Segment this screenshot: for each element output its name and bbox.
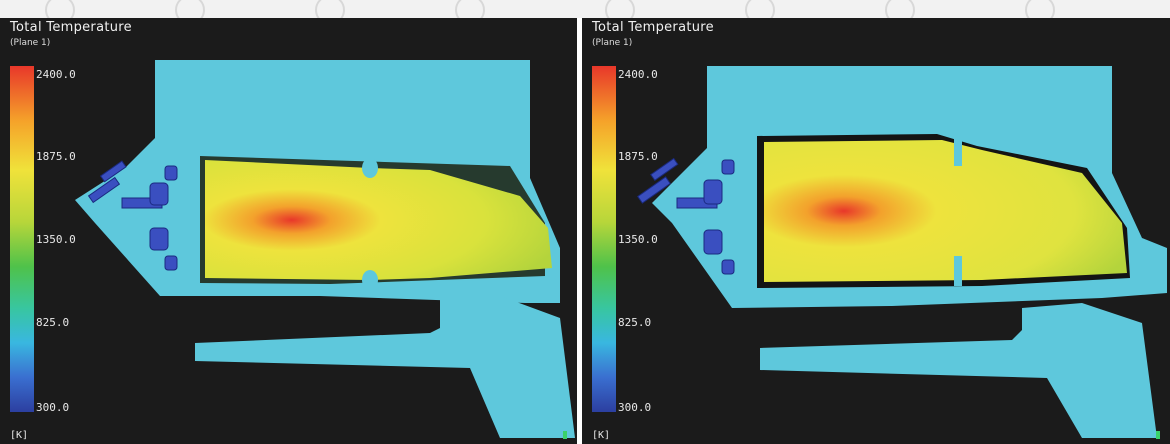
legend-unit: [K] [592,430,611,441]
dilution-hole-bottom [362,270,378,290]
watermark-shapes [45,0,1055,18]
legend-tick: 300.0 [618,401,652,414]
axis-triad-icon [563,431,567,439]
bypass-duct [760,303,1157,438]
legend-tick: 825.0 [36,316,70,329]
plot-title: Total Temperature [10,20,132,35]
legend-tick: 1350.0 [618,233,658,246]
plot-subtitle: (Plane 1) [592,38,633,48]
temperature-field-left [75,60,575,438]
contour-panel-right: Total Temperature (Plane 1) 2400.0 1875.… [582,18,1170,444]
legend-tick: 300.0 [36,401,70,414]
legend-tick: 2400.0 [618,68,658,81]
legend-unit: [K] [10,430,29,441]
injector-assembly [87,160,178,271]
plot-subtitle: (Plane 1) [10,38,51,48]
color-legend-bar [10,66,34,412]
color-legend-bar [592,66,616,412]
injector-assembly [637,157,735,275]
dilution-slot-bottom [954,256,962,286]
dilution-hole-top [362,158,378,178]
temperature-field-right [637,66,1167,438]
legend-tick: 2400.0 [36,68,76,81]
contour-panel-left: Total Temperature (Plane 1) 2400.0 1875.… [0,18,577,444]
plot-title: Total Temperature [592,20,714,35]
axis-triad-icon [1156,431,1160,439]
combustion-zone [764,140,1127,282]
bypass-duct [195,296,575,438]
legend-tick: 1875.0 [618,150,658,163]
legend-tick: 1350.0 [36,233,76,246]
dilution-slot-top [954,136,962,166]
legend-tick: 825.0 [618,316,652,329]
legend-tick: 1875.0 [36,150,76,163]
combustion-zone [205,160,552,280]
watermark-strip [0,0,1170,18]
